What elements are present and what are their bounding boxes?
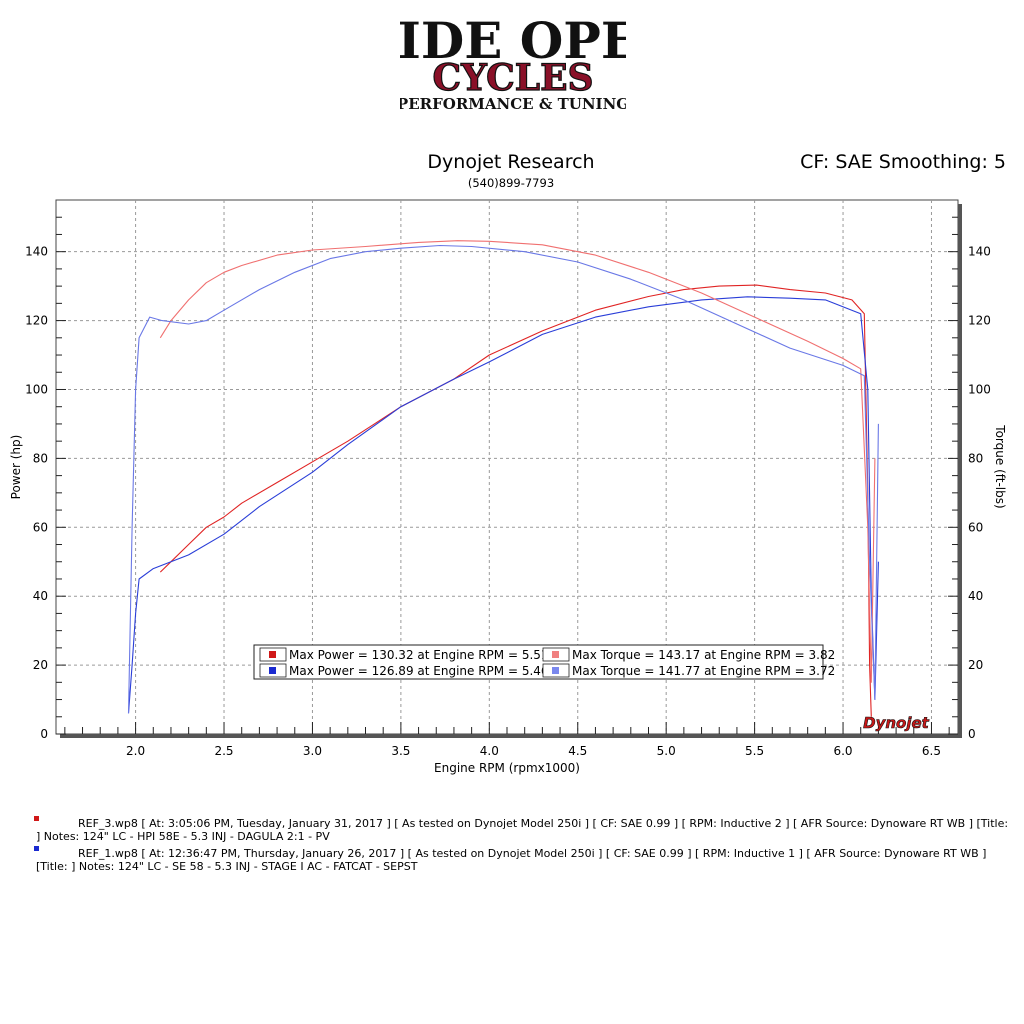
y-left-tick-label: 20 [33, 658, 48, 672]
x-tick-label: 3.0 [303, 744, 322, 758]
note-marker-red [34, 816, 39, 821]
x-tick-label: 6.0 [833, 744, 852, 758]
x-axis-title: Engine RPM (rpmx1000) [434, 761, 580, 775]
y-left-tick-label: 0 [40, 727, 48, 741]
correction-factor-label: CF: SAE Smoothing: 5 [800, 151, 1006, 173]
y-right-tick-label: 140 [968, 245, 991, 259]
legend-box [253, 644, 824, 680]
series-line-1 [127, 296, 879, 714]
x-tick-label: 2.5 [214, 744, 233, 758]
y-left-tick-label: 40 [33, 589, 48, 603]
logo-line1: WIDE OPEN [400, 11, 626, 70]
series-line-2 [159, 240, 876, 683]
logo-line3: PERFORMANCE & TUNING [400, 95, 626, 113]
x-tick-label: 3.5 [391, 744, 410, 758]
legend-swatch [552, 651, 559, 658]
y-left-tick-label: 100 [25, 382, 48, 396]
y-right-tick-label: 60 [968, 520, 983, 534]
legend-swatch [269, 651, 276, 658]
run-note-ref3: REF_3.wp8 [ At: 3:05:06 PM, Tuesday, Jan… [36, 817, 1009, 843]
y-left-tick-label: 60 [33, 520, 48, 534]
legend-swatch [552, 667, 559, 674]
y-left-tick-label: 140 [25, 245, 48, 259]
dynojet-watermark: Dynojet [863, 714, 930, 732]
y-left-axis-title: Power (hp) [9, 435, 23, 500]
x-tick-label: 2.0 [126, 744, 145, 758]
y-right-axis-title: Torque (ft-lbs) [993, 424, 1007, 508]
y-left-tick-label: 80 [33, 451, 48, 465]
logo-line2: CYCLES [432, 57, 593, 99]
y-right-tick-label: 40 [968, 589, 983, 603]
x-tick-label: 6.5 [922, 744, 941, 758]
series-line-3 [127, 244, 879, 714]
y-left-tick-label: 120 [25, 314, 48, 328]
y-right-tick-label: 0 [968, 727, 976, 741]
series-line-0 [159, 284, 872, 717]
y-right-tick-label: 80 [968, 451, 983, 465]
legend-entry: Max Torque = 141.77 at Engine RPM = 3.72 [572, 664, 835, 678]
run-note-ref1: REF_1.wp8 [ At: 12:36:47 PM, Thursday, J… [36, 847, 987, 873]
x-tick-label: 5.5 [745, 744, 764, 758]
x-tick-label: 4.5 [568, 744, 587, 758]
y-right-tick-label: 20 [968, 658, 983, 672]
legend-entry: Max Torque = 143.17 at Engine RPM = 3.82 [572, 648, 835, 662]
wide-open-cycles-logo: WIDE OPEN CYCLES PERFORMANCE & TUNING [400, 11, 626, 113]
legend-entry: Max Power = 126.89 at Engine RPM = 5.46 [289, 664, 549, 678]
chart-subtitle-phone: (540)899-7793 [467, 176, 555, 190]
note-marker-blue [34, 846, 39, 851]
x-tick-label: 5.0 [657, 744, 676, 758]
chart-title: Dynojet Research [427, 151, 595, 173]
dyno-chart: 2.0 2.5 3.0 3.5 4.0 4.5 5.0 5.5 6.0 6.5 0 0 20 20 40 40… [9, 199, 1007, 775]
y-right-tick-label: 120 [968, 314, 991, 328]
x-tick-label: 4.0 [480, 744, 499, 758]
legend-swatch [269, 667, 276, 674]
y-right-tick-label: 100 [968, 382, 991, 396]
legend-entry: Max Power = 130.32 at Engine RPM = 5.51 [289, 648, 549, 662]
